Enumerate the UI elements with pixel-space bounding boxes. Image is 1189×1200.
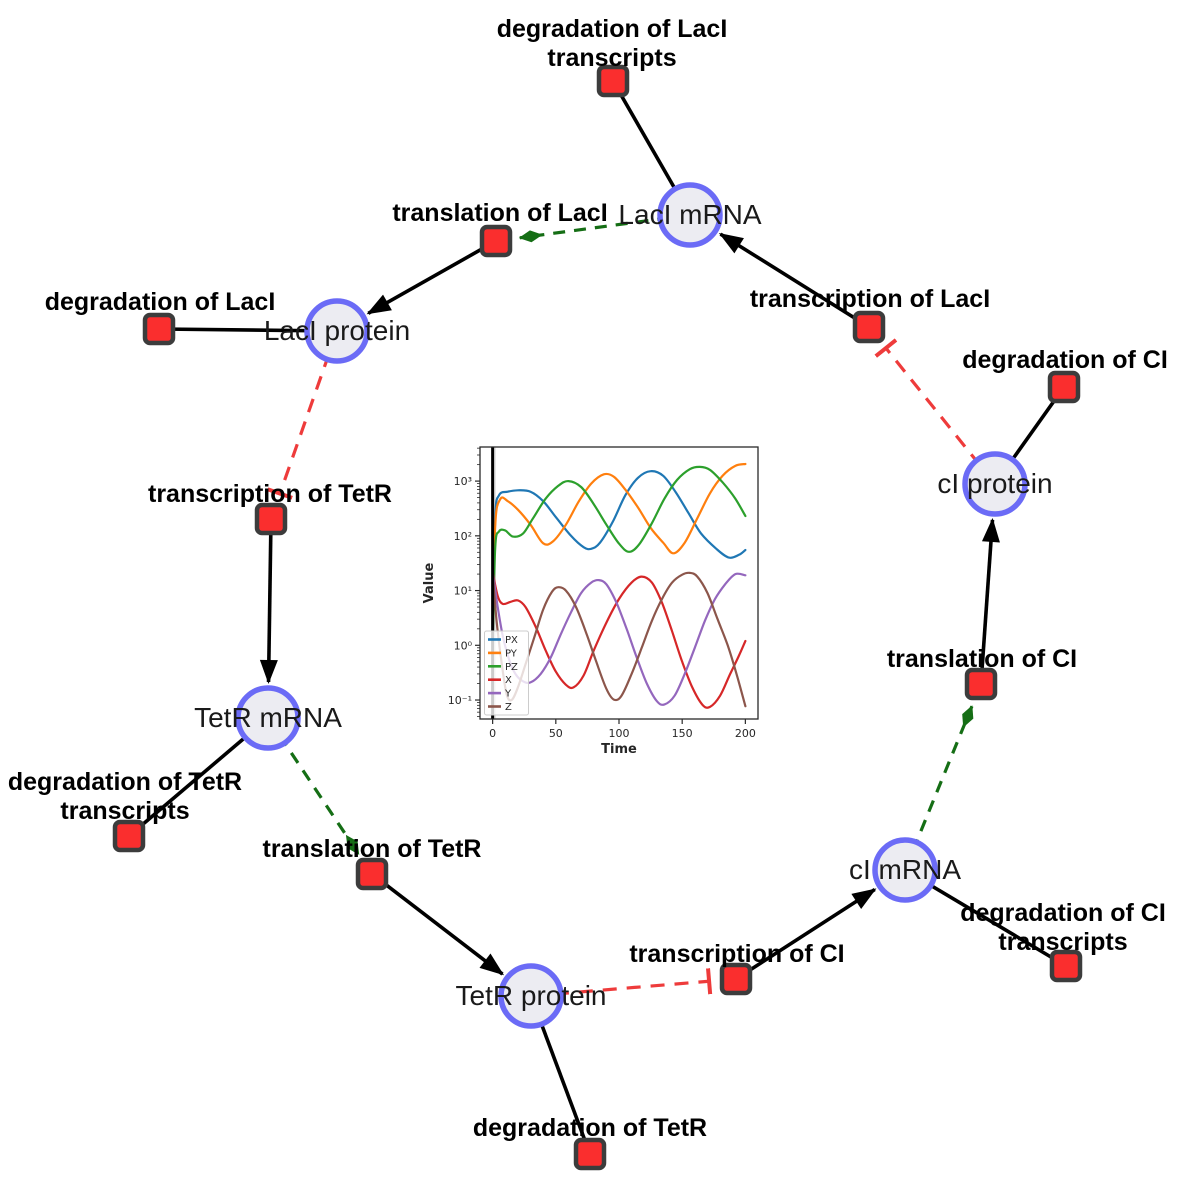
- y-tick-label: 10³: [454, 475, 472, 488]
- plot-series-X: [491, 570, 747, 709]
- reaction-node-deg_tetr[interactable]: [573, 1137, 607, 1171]
- reaction-node-deg_laci_tx[interactable]: [596, 64, 630, 98]
- species-node-tetr_protein[interactable]: [498, 963, 564, 1029]
- reaction-label-trl_ci: translation of CI: [887, 645, 1077, 673]
- edge-arrow-trl_laci-laci_protein: [366, 239, 497, 315]
- reaction-node-deg_laci[interactable]: [142, 312, 176, 346]
- edge-arrow-txn_laci-laci_mrna: [718, 232, 870, 329]
- reaction-node-trl_laci[interactable]: [479, 224, 513, 258]
- edge-arrow-txn_ci-ci_mrna: [735, 887, 877, 981]
- reaction-label-deg_laci_tx: transcripts: [547, 44, 676, 72]
- nodes-layer: [112, 64, 1083, 1171]
- y-axis-label: Value: [422, 562, 437, 603]
- x-tick-label: 150: [672, 727, 693, 740]
- reaction-node-deg_ci[interactable]: [1047, 370, 1081, 404]
- species-label-laci_protein: LacI protein: [264, 315, 410, 346]
- x-tick-label: 50: [549, 727, 563, 740]
- reaction-label-deg_laci_tx: degradation of LacI: [497, 15, 728, 43]
- edge-arrow-trl_tetr-tetr_protein: [370, 872, 505, 976]
- reaction-label-deg_tetr_tx: transcripts: [60, 797, 189, 825]
- reaction-label-deg_laci: degradation of LacI: [45, 288, 276, 316]
- reaction-label-deg_tetr_tx: degradation of TetR: [8, 768, 242, 796]
- species-node-laci_mrna[interactable]: [657, 182, 723, 248]
- edge-arrow-trl_ci-ci_protein: [979, 517, 1000, 685]
- reaction-label-deg_ci_tx: degradation of CI: [960, 899, 1166, 927]
- y-tick-label: 10⁻¹: [448, 694, 472, 707]
- species-label-ci_protein: cI protein: [937, 468, 1052, 499]
- species-label-ci_mrna: cI mRNA: [849, 854, 961, 885]
- reaction-node-txn_laci[interactable]: [852, 310, 886, 344]
- y-tick-label: 10⁰: [454, 639, 473, 652]
- species-label-laci_mrna: LacI mRNA: [618, 199, 761, 230]
- inset-plot: 0 50 100 150 20010⁻¹10⁰10¹10²10³TimeValuePXP…: [422, 446, 759, 757]
- reaction-node-deg_ci_tx[interactable]: [1049, 949, 1083, 983]
- x-tick-label: 200: [735, 727, 756, 740]
- edge-arrow-txn_tetr-tetr_mrna: [259, 518, 278, 685]
- species-node-tetr_mrna[interactable]: [235, 685, 301, 751]
- plot-series-PZ: [491, 465, 747, 647]
- reaction-node-deg_tetr_tx[interactable]: [112, 819, 146, 853]
- legend-label-PX: PX: [505, 635, 518, 646]
- species-label-tetr_protein: TetR protein: [456, 980, 607, 1011]
- y-tick-label: 10¹: [454, 585, 472, 598]
- reaction-label-txn_laci: transcription of LacI: [750, 285, 990, 313]
- species-label-tetr_mrna: TetR mRNA: [194, 702, 342, 733]
- reaction-label-deg_ci_tx: transcripts: [998, 928, 1127, 956]
- x-axis-label: Time: [601, 742, 637, 757]
- plot-series-PX: [491, 470, 747, 647]
- species-node-ci_mrna[interactable]: [872, 837, 938, 903]
- plot-series-PY: [491, 462, 747, 647]
- species-node-ci_protein[interactable]: [962, 451, 1028, 517]
- reaction-node-trl_ci[interactable]: [964, 667, 998, 701]
- legend-label-Y: Y: [504, 689, 512, 700]
- reaction-label-trl_laci: translation of LacI: [392, 199, 607, 227]
- legend-label-Z: Z: [505, 702, 512, 713]
- legend-label-PY: PY: [505, 648, 518, 659]
- x-tick-label: 0: [489, 727, 496, 740]
- plot-legend: PX PY PZ XYZ: [484, 630, 529, 716]
- reaction-label-txn_ci: transcription of CI: [629, 940, 844, 968]
- labels-layer: degradation of LacItranscriptstranslatio…: [8, 15, 1168, 1142]
- x-tick-label: 100: [609, 727, 630, 740]
- reaction-node-txn_tetr[interactable]: [254, 502, 288, 536]
- reaction-node-trl_tetr[interactable]: [355, 857, 389, 891]
- legend-label-PZ: PZ: [505, 662, 518, 673]
- reaction-label-deg_ci: degradation of CI: [962, 346, 1168, 374]
- reaction-label-trl_tetr: translation of TetR: [263, 835, 482, 863]
- species-node-laci_protein[interactable]: [304, 298, 370, 364]
- reaction-label-deg_tetr: degradation of TetR: [473, 1114, 707, 1142]
- reaction-label-txn_tetr: transcription of TetR: [148, 480, 392, 508]
- reaction-node-txn_ci[interactable]: [719, 962, 753, 996]
- legend-label-X: X: [505, 675, 512, 686]
- y-tick-label: 10²: [454, 530, 472, 543]
